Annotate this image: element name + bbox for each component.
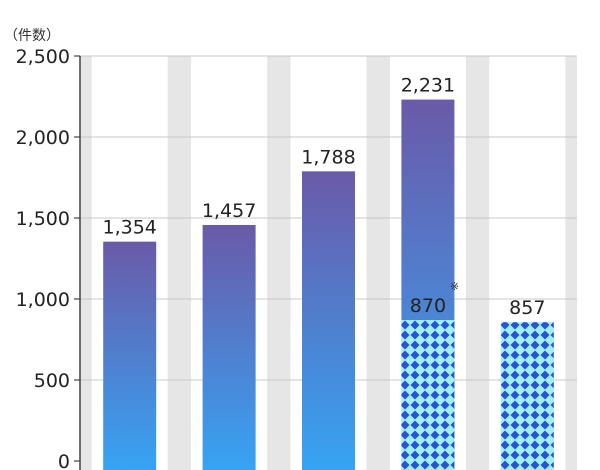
bar-value-label: 1,788 (301, 146, 355, 168)
bar-value-label: 857 (509, 297, 545, 319)
y-tick-label: 0 (58, 451, 70, 470)
bar (302, 171, 355, 470)
y-tick-label: 1,500 (16, 208, 70, 230)
bar-value-label: 1,354 (102, 217, 156, 239)
bar (103, 241, 157, 470)
y-tick-label: 2,500 (16, 46, 70, 68)
pattern-bar (401, 320, 455, 470)
pattern-bar (500, 322, 554, 470)
bar-value-label: 1,457 (202, 200, 256, 222)
bar (202, 224, 256, 470)
bar-value-label: 870 (410, 295, 446, 317)
y-tick-label: 2,000 (16, 127, 70, 149)
bar-value-label: 2,231 (401, 75, 455, 97)
y-tick-label: 1,000 (16, 289, 70, 311)
y-tick-label: 500 (34, 370, 70, 392)
y-unit-label: （件数） (4, 28, 60, 44)
annotation-mark: ※ (450, 280, 459, 293)
